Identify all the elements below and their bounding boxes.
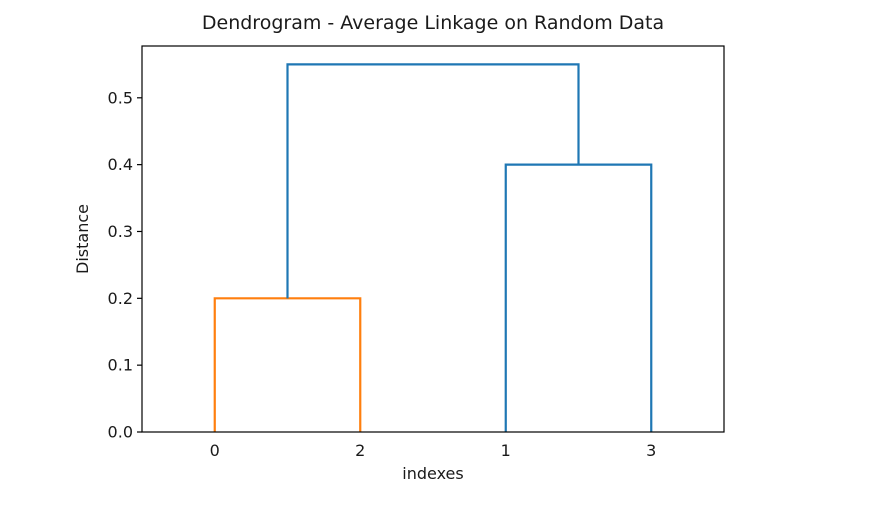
x-tick-label: 2	[355, 441, 365, 460]
x-tick-label: 1	[501, 441, 511, 460]
x-tick-label: 0	[210, 441, 220, 460]
x-tick-label: 3	[646, 441, 656, 460]
y-tick-label: 0.5	[108, 88, 133, 107]
y-tick-label: 0.3	[108, 222, 133, 241]
x-axis-label: indexes	[402, 464, 464, 483]
dendrogram-link	[504, 163, 653, 432]
chart-title: Dendrogram - Average Linkage on Random D…	[201, 12, 665, 34]
y-tick-label: 0.0	[108, 423, 133, 442]
y-tick-label: 0.2	[108, 289, 133, 308]
dendrogram-link	[286, 63, 580, 299]
axes-frame	[141, 45, 725, 433]
y-tick-label: 0.1	[108, 356, 133, 375]
y-tick-label: 0.4	[108, 155, 133, 174]
dendrogram-link	[213, 297, 362, 432]
